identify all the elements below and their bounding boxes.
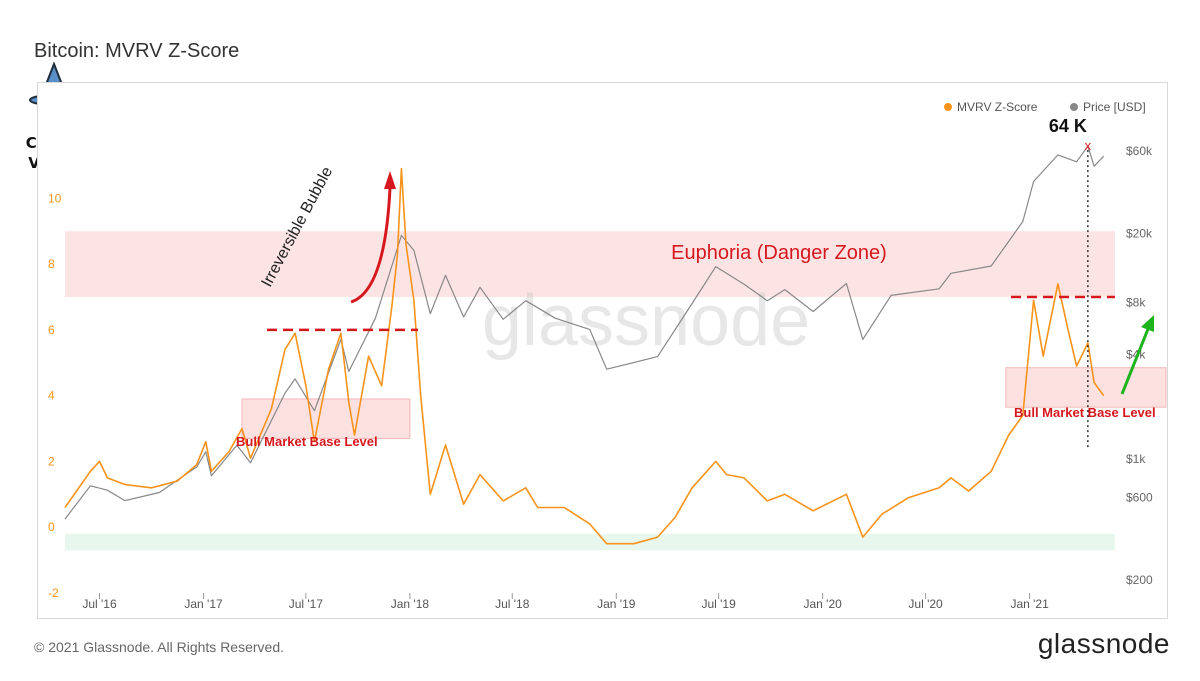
page-title: Bitcoin: MVRV Z-Score <box>34 40 240 62</box>
y-left-tick-label: 0 <box>48 520 55 534</box>
legend-swatch <box>944 103 952 111</box>
x-tick-label: Jan '18 <box>391 597 430 611</box>
x-tick-label: Jan '19 <box>597 597 636 611</box>
bubble-arrow-line <box>350 187 392 304</box>
footer-logo: glassnode <box>1037 628 1170 659</box>
legend-label: MVRV Z-Score <box>957 100 1038 114</box>
price-series-line <box>64 145 1105 520</box>
y-left-tick-label: -2 <box>48 586 59 600</box>
legend-label: Price [USD] <box>1083 100 1146 114</box>
y-right-tick-label: $1k <box>1126 452 1146 466</box>
green-arrow-head <box>1141 315 1154 332</box>
legend: MVRV Z-Score Price [USD] <box>944 100 1146 114</box>
bubble-arrow-head <box>384 171 396 189</box>
y-right-tick-label: $20k <box>1126 227 1153 241</box>
footer-copyright: © 2021 Glassnode. All Rights Reserved. <box>34 639 285 655</box>
mvrv-chart: glassnode -20246810$200$600$1k$4k$8k$20k… <box>48 100 1167 611</box>
ath-marker: x <box>1085 138 1092 153</box>
y-right-tick-label: $60k <box>1126 144 1153 158</box>
legend-swatch <box>1070 103 1078 111</box>
series-layer <box>64 145 1105 545</box>
x-tick-label: Jan '17 <box>184 597 223 611</box>
watermark-layer: glassnode <box>482 281 810 361</box>
x-tick-label: Jul '19 <box>701 597 736 611</box>
y-right-tick-label: $600 <box>1126 490 1153 504</box>
green-arrow-line <box>1120 328 1150 395</box>
base-level-label-2017: Bull Market Base Level <box>236 434 378 449</box>
watermark-text: glassnode <box>482 281 810 361</box>
x-tick-label: Jan '21 <box>1010 597 1049 611</box>
x-tick-label: Jul '18 <box>495 597 530 611</box>
y-left-tick-label: 4 <box>48 389 55 403</box>
x-tick-label: Jul '16 <box>82 597 117 611</box>
base-level-label-2021: Bull Market Base Level <box>1014 405 1156 420</box>
x-tick-label: Jul '17 <box>289 597 324 611</box>
zone-bands <box>65 231 1167 551</box>
y-left-tick-label: 6 <box>48 323 55 337</box>
ath-label: 64 K <box>1049 116 1087 136</box>
y-left-tick-label: 10 <box>48 191 62 205</box>
x-tick-label: Jul '20 <box>908 597 943 611</box>
euphoria-label: Euphoria (Danger Zone) <box>671 242 887 264</box>
y-right-tick-label: $8k <box>1126 296 1146 310</box>
safe-zone-band <box>65 533 1115 551</box>
y-left-tick-label: 2 <box>48 454 55 468</box>
euphoria-band <box>65 231 1115 297</box>
x-tick-label: Jan '20 <box>804 597 843 611</box>
chart-frame: glassnode -2 0 2 4 6 8 10 $200 $600 $1k $4k $8k $20k… <box>37 82 1168 619</box>
y-right-tick-label: $200 <box>1126 573 1153 587</box>
y-left-tick-label: 8 <box>48 257 55 271</box>
base-level-box-2021 <box>1005 367 1167 408</box>
mvrv-series-line <box>64 167 1105 545</box>
base-level-box-2017 <box>241 398 411 439</box>
